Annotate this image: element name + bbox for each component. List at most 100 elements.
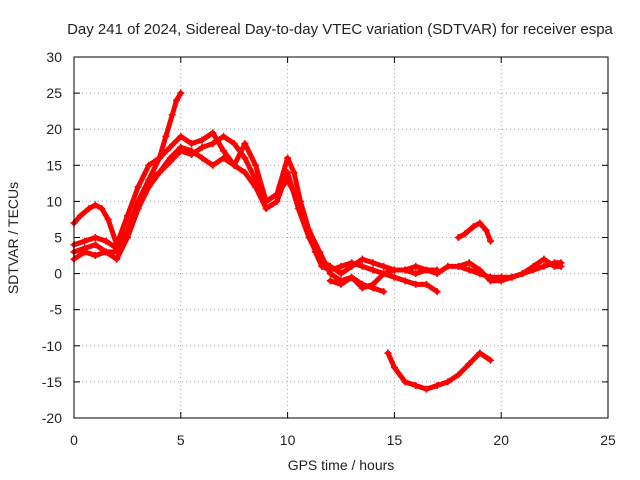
y-tick-label: -5 xyxy=(50,302,63,318)
data-point xyxy=(241,154,249,162)
data-point xyxy=(508,273,516,281)
data-point xyxy=(482,226,490,234)
data-point xyxy=(316,248,324,256)
series-track-6 xyxy=(454,255,565,285)
data-point xyxy=(384,349,392,357)
data-point xyxy=(273,197,281,205)
data-point xyxy=(380,288,388,296)
data-point xyxy=(91,201,99,209)
y-tick-label: 25 xyxy=(46,85,62,101)
series-trace xyxy=(385,350,493,392)
data-point xyxy=(412,262,420,270)
data-point xyxy=(209,161,217,169)
data-point xyxy=(433,382,441,390)
data-point xyxy=(284,154,292,162)
data-point xyxy=(290,169,298,177)
data-point xyxy=(177,132,185,140)
data-point xyxy=(155,154,163,162)
data-point xyxy=(326,277,334,285)
data-point xyxy=(412,382,420,390)
data-point xyxy=(76,212,84,220)
series-track-1 xyxy=(70,129,441,278)
series-trace xyxy=(71,133,387,295)
data-point xyxy=(358,255,366,263)
data-point xyxy=(220,154,228,162)
data-point xyxy=(284,176,292,184)
data-point xyxy=(166,158,174,166)
data-point xyxy=(412,270,420,278)
data-point xyxy=(252,176,260,184)
data-point xyxy=(173,96,181,104)
data-point xyxy=(168,111,176,119)
data-point xyxy=(230,140,238,148)
grid xyxy=(74,57,608,418)
data-point xyxy=(444,262,452,270)
data-point xyxy=(390,266,398,274)
data-point xyxy=(220,132,228,140)
data-point xyxy=(551,262,559,270)
data-point xyxy=(433,288,441,296)
axis-ticks: 0 5 10 15 20 25 -20 -15 -10 -5 0 5 10 15 20 25 30 xyxy=(42,49,616,448)
data-point xyxy=(487,356,495,364)
data-point xyxy=(369,280,377,288)
data-point xyxy=(241,140,249,148)
data-point xyxy=(358,284,366,292)
data-point xyxy=(91,234,99,241)
y-tick-label: 10 xyxy=(46,193,62,209)
data-point xyxy=(422,266,430,274)
data-points xyxy=(70,89,565,393)
data-point xyxy=(198,143,206,151)
data-point xyxy=(262,205,270,213)
data-point xyxy=(358,262,366,270)
x-tick-label: 0 xyxy=(70,432,78,448)
data-point xyxy=(198,154,206,162)
data-point xyxy=(145,176,153,184)
data-point xyxy=(540,255,548,263)
data-point xyxy=(113,255,121,263)
x-tick-label: 5 xyxy=(177,432,185,448)
data-point xyxy=(91,252,99,260)
data-point xyxy=(102,237,110,245)
data-point xyxy=(162,132,170,140)
data-point xyxy=(85,205,93,213)
data-point xyxy=(469,223,477,231)
data-point xyxy=(412,280,420,288)
data-point xyxy=(380,262,388,270)
data-point xyxy=(177,147,185,155)
data-point xyxy=(476,349,484,357)
series-trace xyxy=(71,130,440,277)
series-track-8 xyxy=(384,349,495,393)
data-point xyxy=(209,140,217,148)
data-point xyxy=(390,363,398,371)
data-point xyxy=(454,262,462,270)
data-point xyxy=(540,262,548,270)
data-point xyxy=(166,143,174,151)
data-point xyxy=(155,169,163,177)
data-point xyxy=(305,226,313,234)
data-point xyxy=(348,273,356,281)
data-point xyxy=(519,270,527,278)
series-track-7 xyxy=(454,219,495,245)
data-point xyxy=(422,280,430,288)
data-point xyxy=(465,259,473,267)
data-point xyxy=(187,140,195,148)
data-point xyxy=(461,230,469,238)
data-point xyxy=(487,277,495,285)
data-point xyxy=(113,248,121,256)
data-point xyxy=(81,237,89,245)
x-tick-label: 25 xyxy=(600,432,616,448)
data-point xyxy=(465,360,473,368)
series-track-3 xyxy=(70,132,388,296)
data-point xyxy=(294,197,302,205)
y-tick-label: 30 xyxy=(46,49,62,65)
data-point xyxy=(348,262,356,270)
x-axis-label: GPS time / hours xyxy=(288,457,395,473)
data-point xyxy=(401,277,409,285)
y-tick-label: -15 xyxy=(42,374,62,390)
y-tick-label: 15 xyxy=(46,157,62,173)
data-point xyxy=(497,277,505,285)
data-point xyxy=(454,234,462,241)
data-point xyxy=(390,273,398,281)
data-point xyxy=(557,262,565,270)
